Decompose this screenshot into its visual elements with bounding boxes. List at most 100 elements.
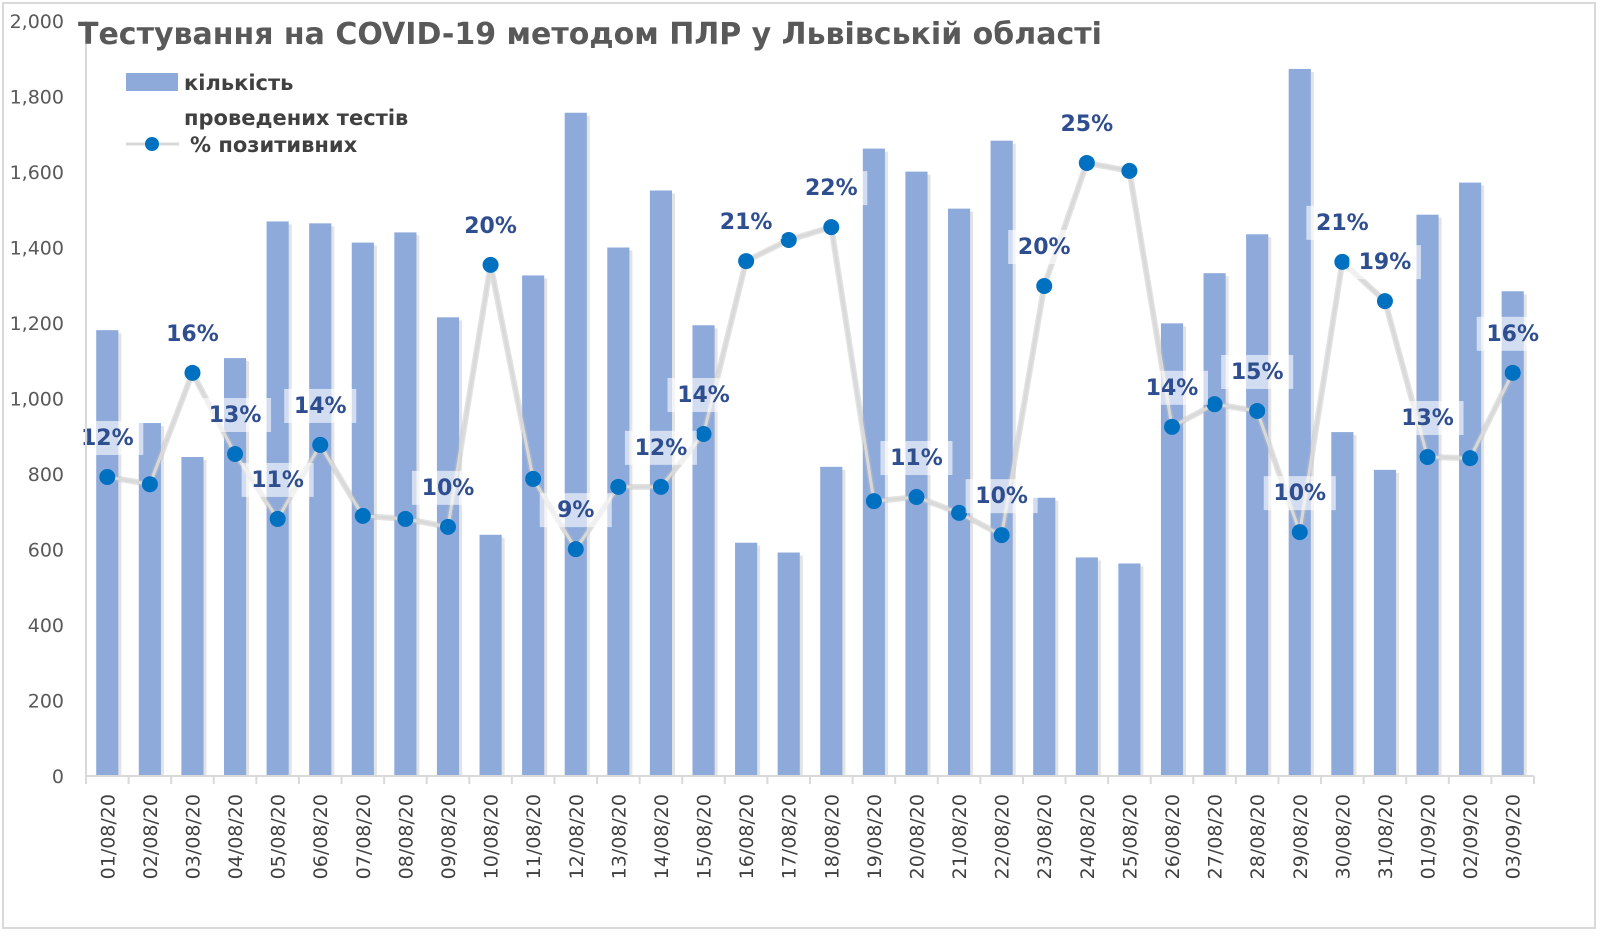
line-point: [354, 507, 371, 524]
y-tick-label: 0: [52, 766, 64, 788]
data-label: 16%: [1486, 322, 1539, 347]
data-label-background: [1008, 230, 1081, 265]
line-point: [567, 541, 584, 558]
data-label-background: [199, 397, 272, 432]
data-label-background: [965, 479, 1038, 514]
line-point: [1036, 278, 1053, 295]
data-label-background: [880, 441, 953, 476]
y-tick-label: 1,200: [10, 313, 64, 335]
x-tick-label: 05/08/20: [268, 794, 290, 879]
line-point: [99, 469, 116, 486]
y-tick-label: 600: [28, 540, 64, 562]
data-label-background: [241, 462, 314, 497]
y-tick-label: 400: [28, 615, 64, 637]
line-point: [1121, 162, 1138, 179]
bar: [564, 112, 587, 777]
x-tick-label: 20/08/20: [906, 794, 928, 879]
line-point: [397, 510, 414, 527]
x-tick-label: 26/08/20: [1162, 794, 1184, 879]
x-tick-label: 27/08/20: [1205, 794, 1227, 879]
x-tick-label: 21/08/20: [949, 794, 971, 879]
x-tick-label: 28/08/20: [1247, 794, 1269, 879]
data-label-background: [156, 316, 229, 351]
data-label: 13%: [209, 403, 262, 428]
line-point: [141, 476, 158, 493]
data-label-background: [284, 388, 357, 423]
data-label: 12%: [635, 436, 688, 461]
data-label: 16%: [166, 322, 219, 347]
bar: [266, 221, 289, 776]
legend-bar-label-line2: проведених тестів: [184, 106, 408, 130]
data-label: 21%: [720, 210, 773, 235]
line-point: [1376, 293, 1393, 310]
bar: [1075, 557, 1098, 776]
data-label-background: [71, 421, 144, 456]
data-label: 21%: [1316, 211, 1369, 236]
line-point: [312, 436, 329, 453]
bar: [607, 247, 630, 776]
line-point: [652, 478, 669, 495]
x-tick-label: 29/08/20: [1290, 794, 1312, 879]
line-point: [695, 425, 712, 442]
line-point: [908, 489, 925, 506]
x-tick-label: 08/08/20: [395, 794, 417, 879]
line-point: [780, 231, 797, 248]
data-label: 15%: [1231, 360, 1284, 385]
y-tick-label: 1,000: [10, 389, 64, 411]
x-axis: 01/08/20 02/08/20 03/08/20 04/08/20 05/08/20…: [85, 775, 1535, 879]
x-tick-label: 04/08/20: [225, 794, 247, 879]
legend-line-label: % позитивних: [190, 133, 358, 157]
line-series: [99, 154, 1521, 558]
data-label: 9%: [557, 498, 594, 523]
chart-title: Тестування на COVID-19 методом ПЛР у Льв…: [78, 17, 1102, 52]
data-label-background: [1306, 205, 1379, 240]
bar: [394, 232, 417, 776]
x-tick-label: 02/08/20: [140, 794, 162, 879]
data-label-background: [1348, 245, 1421, 280]
data-label-background: [412, 470, 484, 505]
data-label: 10%: [975, 484, 1028, 509]
x-tick-label: 01/08/20: [97, 794, 119, 879]
bar: [309, 223, 332, 777]
data-label: 19%: [1359, 250, 1412, 275]
line-point: [823, 219, 840, 236]
x-tick-label: 16/08/20: [736, 794, 758, 879]
x-tick-label: 09/08/20: [438, 794, 460, 879]
data-label-background: [1050, 106, 1123, 141]
line-point: [1078, 154, 1095, 171]
data-label: 10%: [422, 476, 475, 501]
x-tick-label: 03/09/20: [1503, 794, 1525, 879]
data-label-background: [1476, 316, 1549, 351]
bar: [1459, 182, 1482, 776]
bar: [1160, 323, 1184, 776]
chart-canvas: 12% 16% 13% 11% 14% 10% 20% 9% 12% 14% 21% 22% 11% 10…: [10, 11, 1549, 879]
line-point: [1164, 418, 1180, 435]
line-point: [525, 470, 542, 487]
bar: [777, 552, 800, 776]
bar: [862, 148, 885, 777]
bar: [479, 534, 502, 776]
x-tick-label: 14/08/20: [651, 794, 673, 879]
data-label-background: [454, 208, 527, 243]
legend-bar-label-line1: кількість: [184, 71, 293, 95]
data-label: 20%: [464, 214, 517, 239]
data-label: 13%: [1401, 406, 1454, 431]
data-label: 14%: [294, 394, 347, 419]
y-tick-label: 800: [28, 464, 64, 486]
x-tick-label: 30/08/20: [1332, 794, 1354, 879]
bar: [1203, 273, 1226, 776]
data-label: 11%: [890, 446, 943, 471]
line-point: [1504, 364, 1521, 381]
legend-marker-icon: [145, 137, 159, 151]
bar: [96, 330, 119, 776]
x-tick-label: 03/08/20: [182, 794, 204, 879]
bar: [947, 208, 971, 776]
x-tick-label: 13/08/20: [608, 794, 630, 879]
line-point: [1462, 450, 1479, 467]
data-label-background: [667, 377, 740, 412]
bar: [1118, 563, 1141, 776]
bar: [1416, 214, 1439, 777]
bar: [990, 140, 1013, 777]
x-tick-label: 10/08/20: [481, 794, 503, 879]
